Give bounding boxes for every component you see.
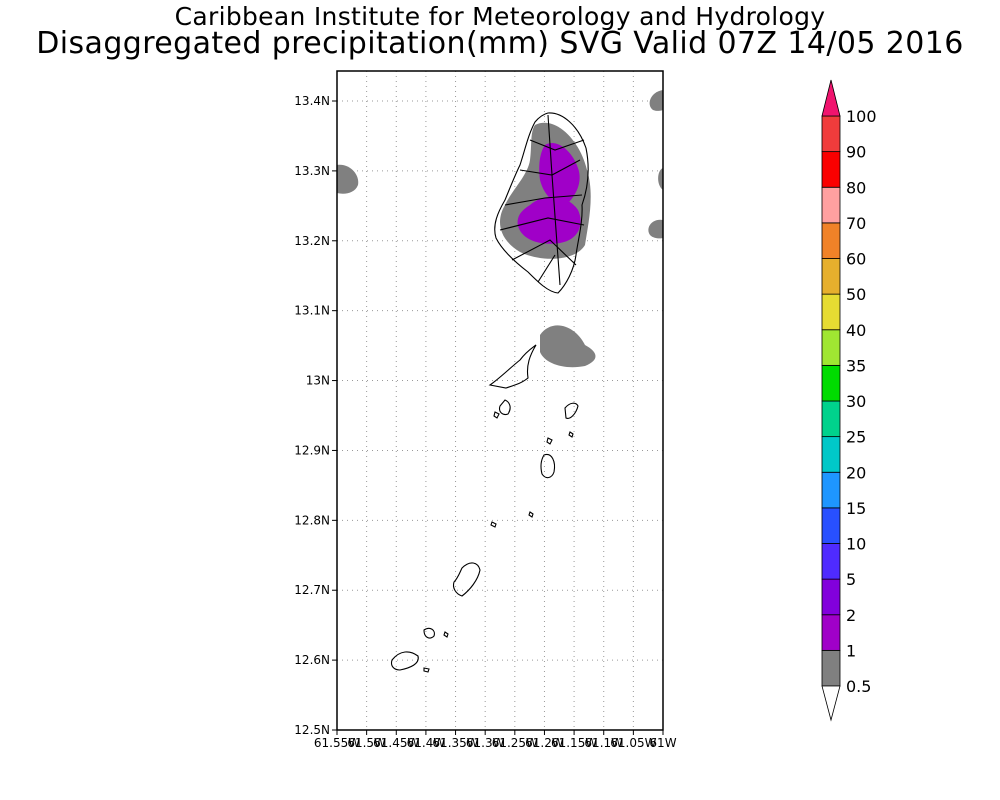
lon-tick-label: 61.5W	[347, 736, 386, 750]
colorbar-label: 40	[846, 321, 866, 340]
lon-tick-label: 61.2W	[525, 736, 564, 750]
colorbar-swatch	[821, 293, 841, 331]
island-union	[452, 562, 481, 597]
colorbar-label: 80	[846, 178, 866, 197]
colorbar-label: 35	[846, 356, 866, 375]
colorbar-swatch	[821, 364, 841, 402]
longitude-axis: 61.55W61.5W61.45W61.4W61.35W61.3W61.25W6…	[314, 730, 677, 750]
colorbar-label: 30	[846, 392, 866, 411]
lon-tick-label: 61.55W	[314, 736, 360, 750]
colorbar-swatch	[821, 649, 841, 687]
lat-tick-label: 13.1N	[294, 304, 330, 318]
island-cay-6	[528, 511, 534, 518]
colorbar-swatch	[821, 578, 841, 616]
precip-area-ne-top	[649, 90, 663, 111]
colorbar-min-arrow	[821, 685, 841, 722]
lon-tick-label: 61.15W	[551, 736, 597, 750]
island-bequia	[488, 344, 537, 389]
island-cay-3	[568, 431, 574, 438]
precipitation-moderate-areas	[517, 142, 581, 244]
island-ridge-7	[537, 254, 556, 283]
island-carriacou	[390, 651, 419, 671]
precip-area-ne-low	[648, 219, 663, 239]
colorbar-label: 15	[846, 499, 866, 518]
island-ridge-3	[499, 217, 585, 231]
precip-core-north	[539, 142, 580, 205]
lon-tick-label: 61.4W	[407, 736, 446, 750]
colorbar-swatch	[821, 222, 841, 259]
lat-tick-label: 12.6N	[294, 653, 330, 667]
colorbar-swatch	[821, 258, 841, 295]
island-canouan	[540, 453, 556, 479]
colorbar-label: 20	[846, 463, 866, 482]
colorbar-label: 1	[846, 641, 856, 660]
island-cay-8	[423, 667, 430, 673]
colorbar-max-arrow	[821, 79, 841, 117]
lon-tick-label: 61W	[649, 736, 676, 750]
lat-tick-label: 13N	[306, 374, 330, 388]
map-frame	[336, 70, 664, 731]
lat-tick-label: 13.2N	[294, 234, 330, 248]
lon-tick-label: 61.3W	[466, 736, 505, 750]
island-outlines	[390, 112, 589, 673]
colorbar-label: 90	[846, 143, 866, 162]
lon-tick-label: 61.1W	[584, 736, 623, 750]
colorbar-swatch	[821, 329, 841, 366]
colorbar-swatch	[821, 115, 841, 153]
colorbar-swatch	[821, 186, 841, 224]
island-ridge-5	[529, 139, 585, 151]
island-ridge-2	[519, 159, 581, 176]
island-cay-5	[490, 521, 497, 528]
lat-tick-label: 12.7N	[294, 583, 330, 597]
lon-tick-label: 61.05W	[610, 736, 656, 750]
island-mustique	[499, 399, 511, 416]
precip-area-south	[540, 325, 596, 368]
colorbar-label: 5	[846, 570, 856, 589]
lon-tick-label: 61.25W	[492, 736, 538, 750]
precip-area-west	[337, 164, 359, 194]
colorbar-swatch	[821, 507, 841, 544]
island-ridge-6	[504, 194, 583, 206]
colorbar-swatch	[821, 436, 841, 473]
map-panel: 13.4N 13.3N 13.2N 13.1N 13N 12.9N 12.8N 12.7N 12…	[294, 70, 677, 750]
colorbar-swatch	[821, 151, 841, 188]
lat-tick-label: 13.4N	[294, 94, 330, 108]
colorbar-label: 25	[846, 428, 866, 447]
island-cay-7	[443, 631, 449, 638]
island-cay-1	[493, 411, 500, 419]
precip-core-south	[517, 196, 581, 244]
map-background	[337, 71, 663, 730]
island-carriacou-north	[423, 627, 435, 639]
island-ridge-4	[511, 239, 577, 266]
title-line-1: Caribbean Institute for Meteorology and …	[174, 2, 826, 31]
colorbar-swatch	[821, 471, 841, 509]
lat-tick-label: 12.8N	[294, 513, 330, 527]
title-line-2: Disaggregated precipitation(mm) SVG Vali…	[36, 26, 964, 61]
colorbar-label: 60	[846, 250, 866, 269]
colorbar-label: 100	[846, 107, 877, 126]
colorbar-swatch	[821, 400, 841, 438]
lon-tick-label: 61.45W	[373, 736, 419, 750]
colorbar-swatch	[821, 614, 841, 651]
island-cay-4	[546, 437, 553, 445]
latitude-axis: 13.4N 13.3N 13.2N 13.1N 13N 12.9N 12.8N 12.7N 12…	[294, 94, 337, 737]
island-cay-2	[564, 402, 579, 419]
colorbar-label: 50	[846, 285, 866, 304]
precip-area-ne-mid	[658, 168, 663, 190]
lat-tick-label: 13.3N	[294, 164, 330, 178]
lat-tick-label: 12.5N	[294, 723, 330, 737]
colorbar-swatch	[821, 543, 841, 580]
lon-tick-label: 61.35W	[432, 736, 478, 750]
colorbar-label: 70	[846, 214, 866, 233]
colorbar-label: 0.5	[846, 677, 871, 696]
lat-tick-label: 12.9N	[294, 443, 330, 457]
colorbar-label: 10	[846, 535, 866, 554]
colorbar-label: 2	[846, 606, 856, 625]
island-saint-vincent	[494, 112, 589, 294]
